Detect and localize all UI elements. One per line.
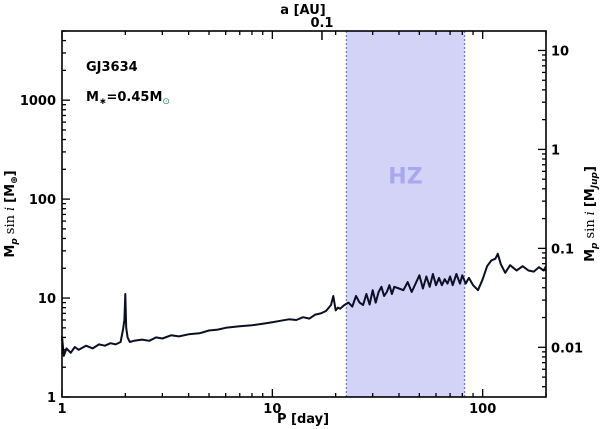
left-ticks: 1 10 100 1000 [20, 30, 70, 406]
plot-frame [61, 30, 547, 398]
hz-band [346, 31, 465, 397]
y-tick-label: 1 [47, 391, 56, 406]
top-axis-label: a [AU] [280, 3, 325, 18]
y-tick-label: 100 [29, 193, 56, 208]
hz-label: HZ [388, 164, 422, 189]
x-tick-label: 1 [57, 402, 66, 417]
top-ticks: 0.1 [61, 16, 547, 40]
x-tick-label: 100 [469, 402, 496, 417]
bottom-ticks: 1 10 100 [57, 389, 547, 417]
right-ticks: 0.01 0.1 1 10 [538, 44, 583, 388]
x-tick-label: 10 [263, 402, 281, 417]
right-tick-label: 0.1 [551, 242, 574, 257]
right-axis-label: Mpsini[MJup] [583, 166, 600, 262]
series-line [61, 252, 547, 357]
x-axis-label: P [day] [277, 412, 329, 427]
star-name-label: GJ3634 [86, 60, 138, 75]
y-tick-label: 10 [38, 292, 56, 307]
right-tick-label: 10 [551, 44, 569, 59]
stellar-mass-label: M∗=0.45M⊙ [86, 90, 170, 107]
y-axis-label: Mpsini[M⊕] [3, 170, 20, 257]
right-tick-label: 1 [551, 143, 560, 158]
right-tick-label: 0.01 [551, 341, 583, 356]
top-tick-label: 0.1 [310, 16, 333, 31]
y-tick-label: 1000 [20, 94, 56, 109]
